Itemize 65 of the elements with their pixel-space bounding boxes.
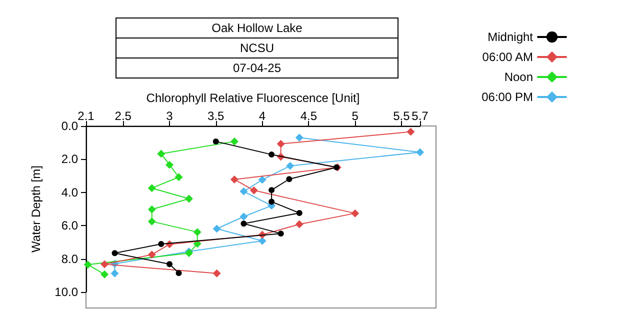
point (295, 220, 304, 228)
point (174, 173, 183, 182)
point (240, 187, 248, 196)
point (158, 241, 164, 248)
y-tick-label: 2.0 (61, 152, 78, 166)
point (166, 261, 172, 268)
point (166, 160, 174, 169)
x-tick-label: 3.5 (208, 109, 225, 123)
point (84, 260, 92, 269)
y-tick-label: 0.0 (61, 119, 78, 133)
point (295, 134, 304, 142)
y-axis-title: Water Depth [m] (29, 166, 43, 252)
point (240, 212, 248, 221)
x-tick-label: 4.5 (300, 109, 318, 123)
point (157, 150, 166, 158)
y-tick-label: 4.0 (61, 185, 78, 200)
x-tick-label: 3 (166, 109, 174, 123)
x-tick-label: 4 (258, 109, 266, 123)
x-tick-label: 5.7 (412, 109, 429, 123)
legend-label: Noon (504, 70, 533, 84)
point (176, 270, 182, 276)
point (212, 138, 219, 144)
x-tick-label: 2.5 (114, 109, 132, 123)
point (112, 250, 118, 256)
point (258, 176, 266, 184)
y-tick-label: 8.0 (61, 252, 78, 266)
point (296, 210, 302, 216)
point (212, 269, 221, 278)
point (268, 198, 275, 205)
point (100, 270, 109, 278)
point (406, 128, 415, 136)
point (212, 224, 221, 233)
point (230, 175, 238, 184)
point (230, 137, 238, 146)
point (250, 186, 258, 194)
point (416, 148, 424, 156)
point (258, 236, 266, 245)
y-tick-label: 6.0 (61, 218, 78, 233)
point (193, 228, 202, 236)
point (148, 250, 156, 259)
point (110, 269, 119, 278)
chart-title: Oak Hollow Lake (212, 21, 303, 35)
point (100, 260, 109, 268)
legend-label: Midnight (488, 30, 534, 44)
point (286, 176, 292, 182)
legend-label: 06:00 AM (482, 50, 533, 64)
legend-label: 06:00 PM (482, 90, 533, 104)
point (184, 194, 193, 203)
point (268, 152, 275, 158)
point (148, 217, 156, 226)
point (286, 162, 294, 170)
point (268, 187, 275, 194)
text: 07-04-25 (232, 61, 282, 75)
point (148, 205, 156, 214)
point (240, 220, 247, 227)
point (276, 140, 285, 148)
chart-subtitle: NCSU (240, 41, 274, 55)
x-tick-label: 5 (352, 109, 359, 123)
x-tick-label: 2.1 (78, 109, 95, 123)
y-tick-label: 10.0 (54, 285, 78, 299)
point (278, 230, 284, 237)
point (148, 184, 156, 192)
x-axis-title: Chlorophyll Relative Fluorescence [Unit] (146, 91, 360, 105)
x-tick-label: 5.5 (393, 109, 410, 123)
point (351, 209, 360, 218)
